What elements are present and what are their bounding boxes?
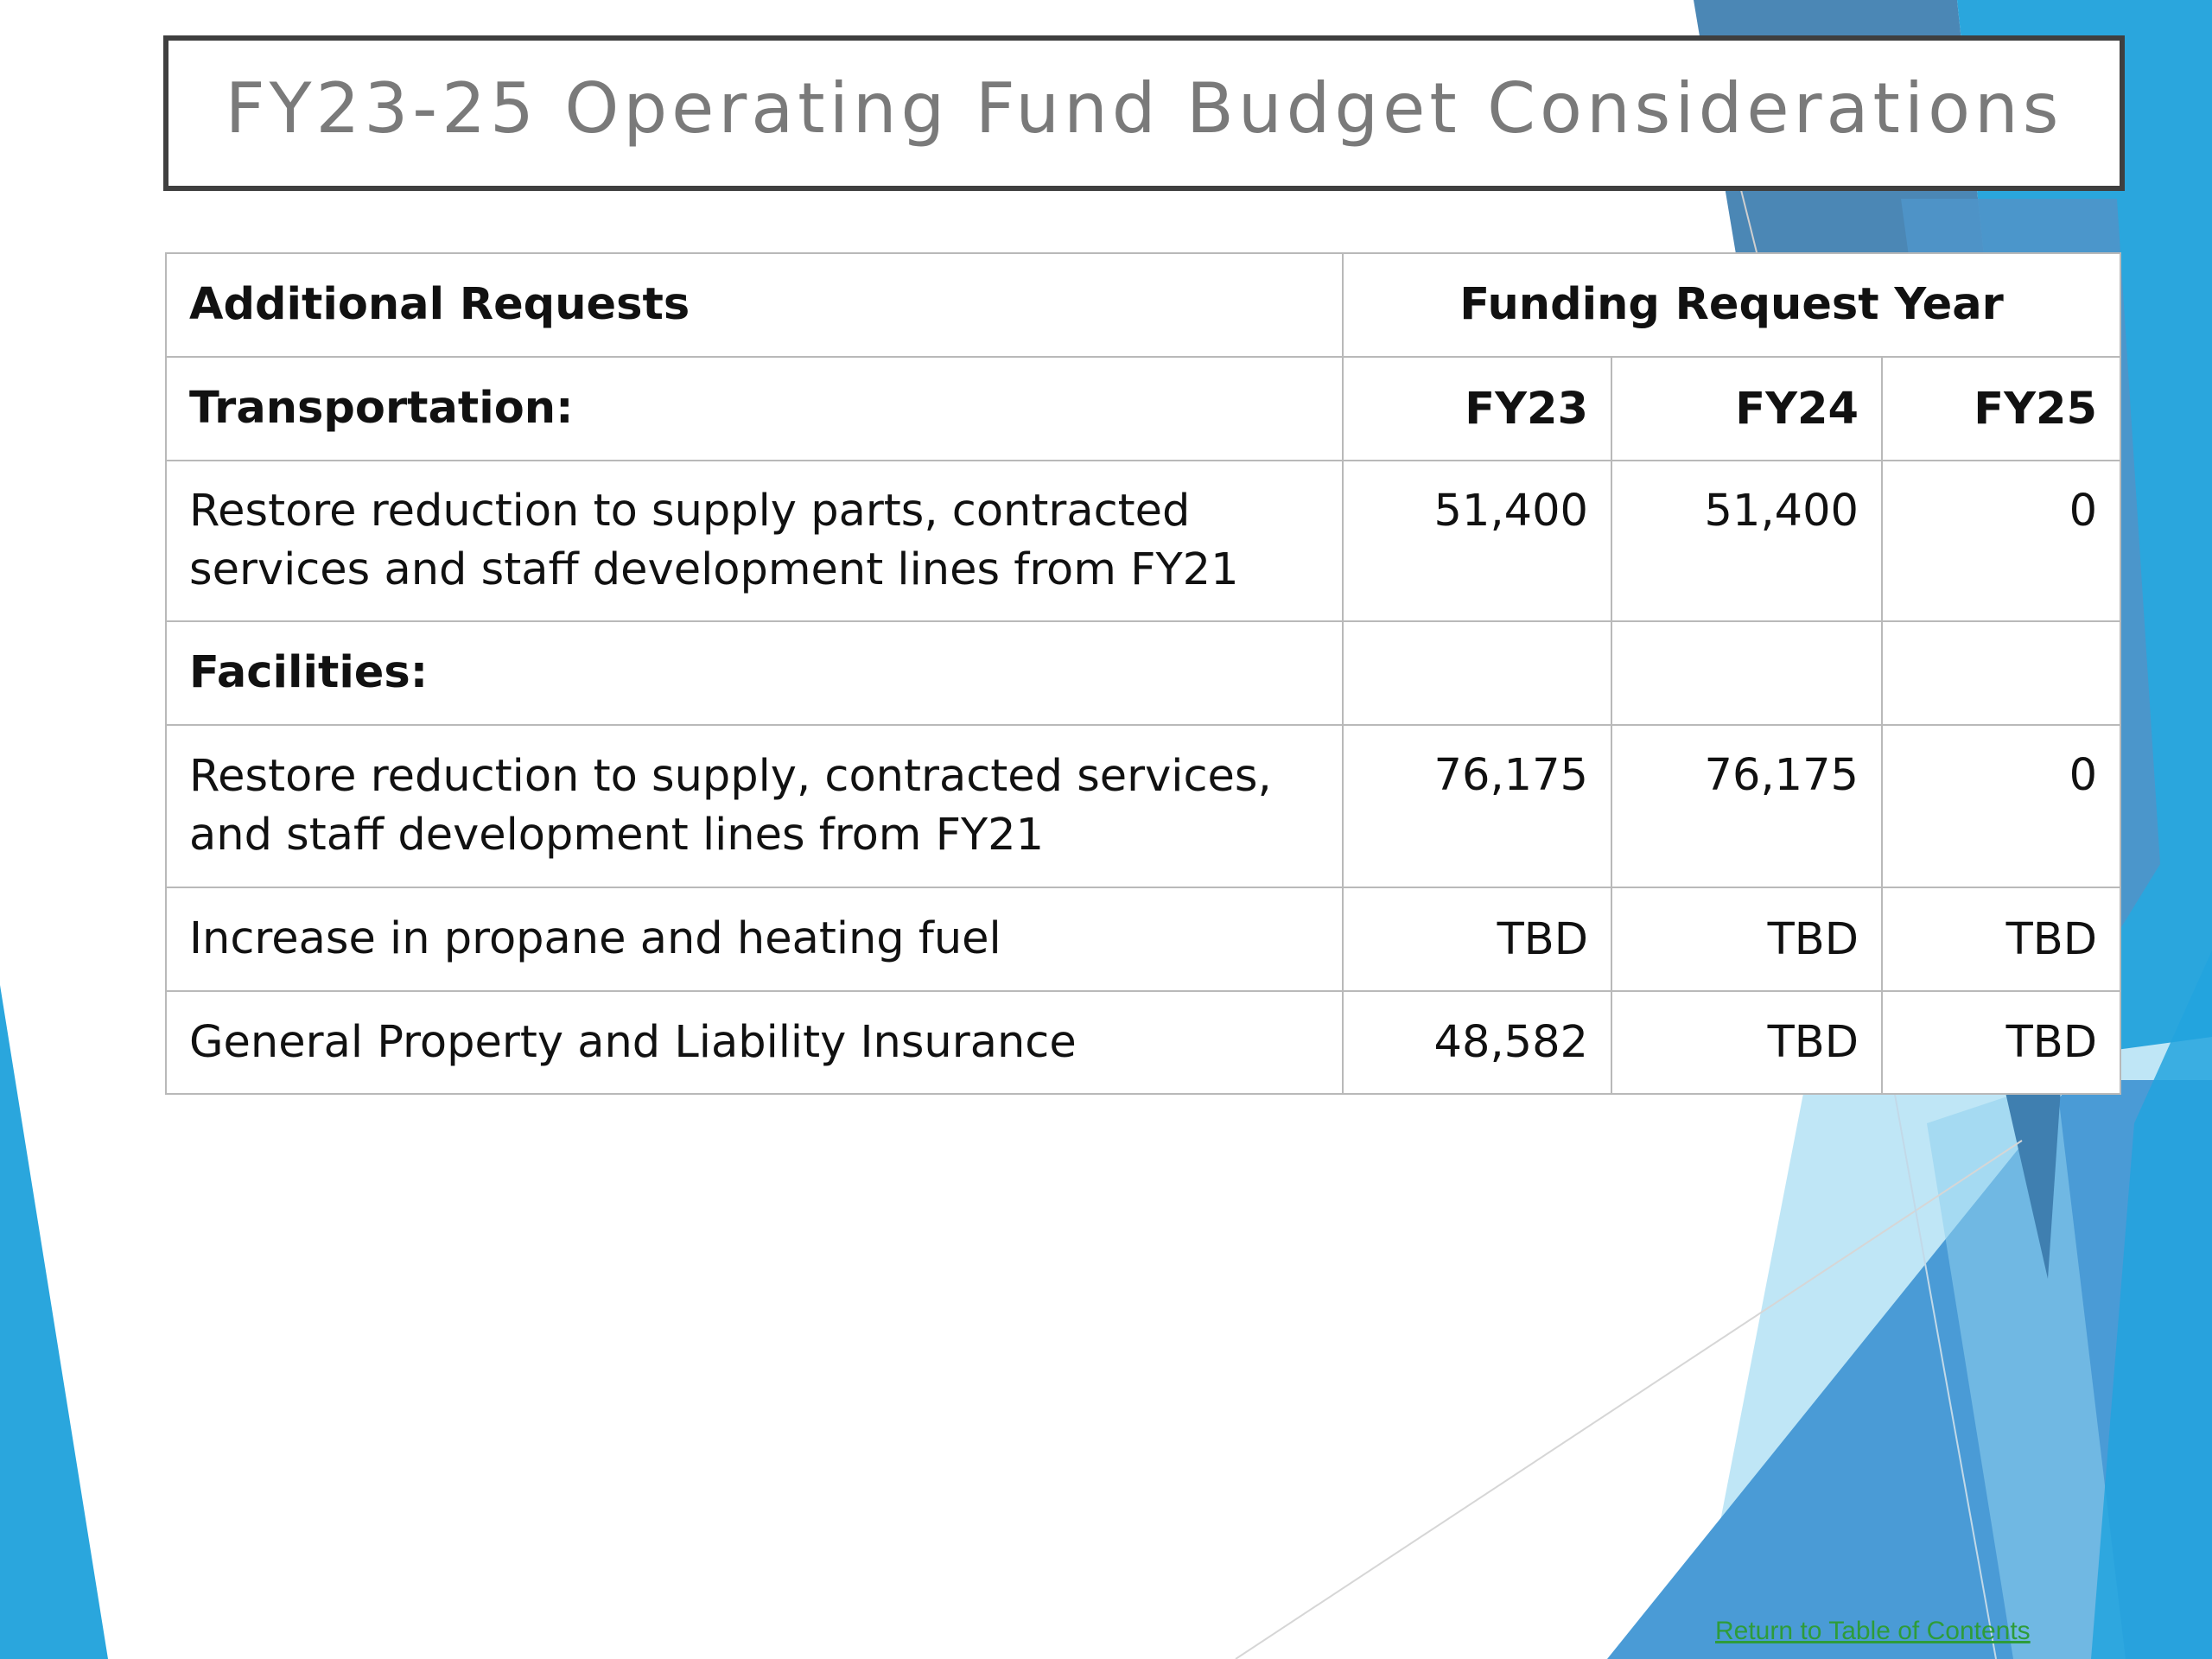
budget-table: Additional Requests Funding Request Year…: [165, 252, 2122, 1095]
section-row-facilities: Facilities:: [165, 620, 2122, 726]
empty-cell: [1880, 620, 2122, 726]
year-header-fy23: FY23: [1342, 356, 1612, 461]
table-row: General Property and Liability Insurance…: [165, 990, 2122, 1095]
row-value-fy24: 76,175: [1611, 724, 1883, 888]
row-value-fy23: 48,582: [1342, 990, 1612, 1095]
row-value-fy25: TBD: [1880, 887, 2122, 992]
row-value-fy23: 76,175: [1342, 724, 1612, 888]
section-label-facilities: Facilities:: [165, 620, 1344, 726]
slide-title-box: FY23-25 Operating Fund Budget Considerat…: [163, 35, 2125, 191]
row-value-fy25: 0: [1880, 460, 2122, 622]
row-description: Restore reduction to supply parts, contr…: [165, 460, 1344, 622]
section-label-transportation: Transportation:: [165, 356, 1344, 461]
row-value-fy24: TBD: [1611, 990, 1883, 1095]
row-value-fy24: 51,400: [1611, 460, 1883, 622]
empty-cell: [1611, 620, 1883, 726]
empty-cell: [1342, 620, 1612, 726]
header-additional-requests: Additional Requests: [165, 252, 1344, 358]
table-row: Restore reduction to supply parts, contr…: [165, 460, 2122, 622]
row-value-fy23: 51,400: [1342, 460, 1612, 622]
table-header-row: Additional Requests Funding Request Year: [165, 252, 2122, 358]
row-description: Increase in propane and heating fuel: [165, 887, 1344, 992]
year-header-fy25: FY25: [1880, 356, 2122, 461]
row-value-fy25: 0: [1880, 724, 2122, 888]
row-value-fy24: TBD: [1611, 887, 1883, 992]
return-to-toc-link[interactable]: Return to Table of Contents: [1715, 1617, 2031, 1645]
row-value-fy25: TBD: [1880, 990, 2122, 1095]
row-value-fy23: TBD: [1342, 887, 1612, 992]
row-description: Restore reduction to supply, contracted …: [165, 724, 1344, 888]
header-funding-request-year: Funding Request Year: [1341, 252, 2122, 358]
section-row-transportation: Transportation: FY23 FY24 FY25: [165, 356, 2122, 461]
table-row: Increase in propane and heating fuel TBD…: [165, 887, 2122, 992]
year-header-fy24: FY24: [1611, 356, 1883, 461]
row-description: General Property and Liability Insurance: [165, 990, 1344, 1095]
slide-title: FY23-25 Operating Fund Budget Considerat…: [225, 67, 2063, 149]
table-row: Restore reduction to supply, contracted …: [165, 724, 2122, 888]
